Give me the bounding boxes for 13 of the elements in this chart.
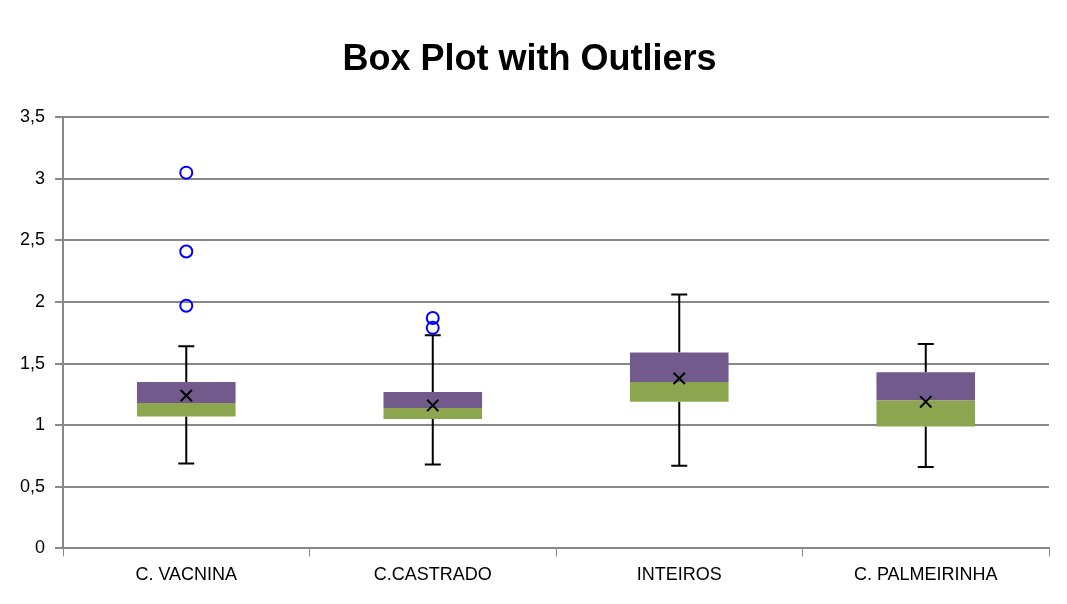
chart-title: Box Plot with Outliers: [342, 36, 717, 78]
y-tick-label: 1: [35, 414, 46, 435]
y-tick-label: 0: [35, 537, 46, 558]
x-tick-label: C. PALMEIRINHA: [853, 564, 998, 585]
y-tick-label: 2,5: [19, 229, 46, 250]
y-tick-label: 2: [35, 290, 46, 311]
y-tick-label: 3: [35, 167, 46, 188]
x-tick-label: INTEIROS: [636, 564, 722, 585]
y-tick-label: 0,5: [19, 475, 46, 496]
y-tick-label: 1,5: [19, 352, 46, 373]
x-tick-label: C.CASTRADO: [373, 564, 492, 585]
x-tick-label: C. VACNINA: [135, 564, 238, 585]
y-tick-label: 3,5: [19, 106, 46, 127]
